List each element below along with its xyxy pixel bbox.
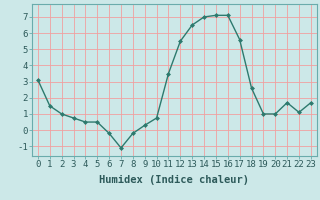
X-axis label: Humidex (Indice chaleur): Humidex (Indice chaleur) — [100, 175, 249, 185]
